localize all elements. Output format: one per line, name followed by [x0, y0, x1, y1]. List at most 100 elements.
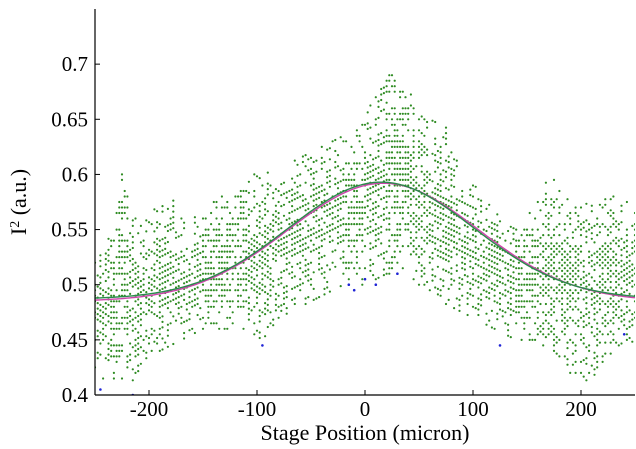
- data-point: [550, 302, 553, 306]
- data-point: [401, 267, 404, 270]
- data-point: [577, 258, 580, 261]
- data-point: [188, 290, 191, 293]
- data-point: [412, 156, 415, 159]
- data-point: [471, 250, 475, 253]
- data-point: [498, 297, 502, 300]
- data-point: [566, 358, 569, 361]
- data-point: [436, 249, 439, 252]
- data-point: [272, 252, 275, 255]
- data-point: [161, 320, 164, 323]
- data-point: [201, 256, 205, 259]
- data-point: [561, 203, 564, 206]
- data-point: [455, 269, 458, 272]
- data-point: [264, 302, 267, 305]
- data-point: [255, 224, 259, 227]
- data-point: [515, 239, 518, 242]
- data-point: [596, 327, 599, 330]
- data-point: [431, 119, 434, 122]
- data-point: [388, 184, 391, 187]
- data-point: [372, 202, 375, 205]
- data-point: [401, 178, 404, 181]
- data-point: [210, 294, 213, 297]
- data-point: [226, 245, 229, 248]
- data-point: [215, 217, 218, 220]
- data-point: [112, 377, 115, 380]
- data-point: [412, 250, 415, 253]
- data-point: [509, 286, 512, 289]
- data-point: [258, 204, 261, 207]
- data-point: [569, 316, 572, 319]
- data-point: [150, 267, 153, 270]
- data-point: [525, 311, 529, 314]
- data-point: [590, 364, 593, 367]
- data-point: [212, 272, 215, 275]
- data-point: [336, 236, 340, 239]
- data-point: [131, 246, 134, 250]
- data-point: [242, 217, 245, 220]
- data-point: [320, 156, 323, 159]
- data-point: [134, 267, 137, 270]
- data-point: [434, 143, 437, 146]
- data-point: [280, 205, 283, 208]
- data-point: [469, 265, 472, 268]
- data-point: [390, 151, 394, 154]
- data-point: [312, 271, 315, 274]
- data-point: [493, 327, 496, 330]
- data-point: [633, 267, 635, 270]
- data-point: [282, 192, 286, 195]
- data-point: [490, 243, 493, 246]
- data-point: [272, 219, 275, 222]
- data-point: [455, 159, 458, 162]
- data-point: [220, 250, 223, 253]
- data-point: [110, 239, 113, 242]
- data-point: [226, 228, 229, 231]
- data-point: [393, 140, 396, 143]
- data-point: [504, 239, 507, 242]
- data-point: [552, 267, 556, 270]
- data-point: [166, 334, 169, 337]
- data-point: [358, 200, 361, 204]
- data-point: [561, 275, 564, 278]
- data-point: [566, 269, 569, 272]
- data-point: [320, 189, 323, 193]
- data-point: [566, 236, 569, 239]
- data-point: [355, 250, 358, 253]
- data-point: [517, 267, 521, 270]
- data-point: [385, 112, 388, 115]
- data-point: [342, 195, 345, 198]
- data-point: [309, 228, 313, 231]
- data-point: [426, 214, 429, 217]
- data-point: [272, 285, 275, 288]
- data-point: [612, 289, 615, 292]
- data-point: [166, 323, 169, 326]
- data-point: [210, 250, 213, 253]
- data-point: [528, 250, 531, 253]
- data-point: [620, 204, 623, 207]
- data-point: [628, 292, 631, 295]
- data-point: [255, 219, 259, 222]
- data-point: [520, 283, 523, 286]
- data-point: [247, 307, 250, 310]
- data-point: [463, 257, 466, 260]
- data-point: [366, 232, 369, 235]
- data-point: [334, 138, 337, 142]
- data-point: [237, 228, 240, 231]
- data-point: [372, 218, 375, 221]
- data-point: [104, 357, 107, 360]
- data-point: [242, 200, 245, 204]
- data-point: [374, 206, 377, 209]
- data-point: [104, 291, 107, 294]
- data-point: [426, 176, 429, 179]
- data-point: [342, 261, 345, 264]
- data-point: [571, 269, 575, 272]
- data-point: [169, 261, 172, 264]
- data-point: [415, 253, 418, 256]
- data-point: [183, 337, 186, 340]
- data-point: [507, 279, 510, 282]
- data-point: [110, 316, 113, 319]
- data-point: [336, 214, 340, 217]
- data-point: [361, 178, 364, 181]
- data-point: [250, 265, 253, 268]
- data-point: [633, 223, 635, 226]
- data-point: [237, 300, 240, 303]
